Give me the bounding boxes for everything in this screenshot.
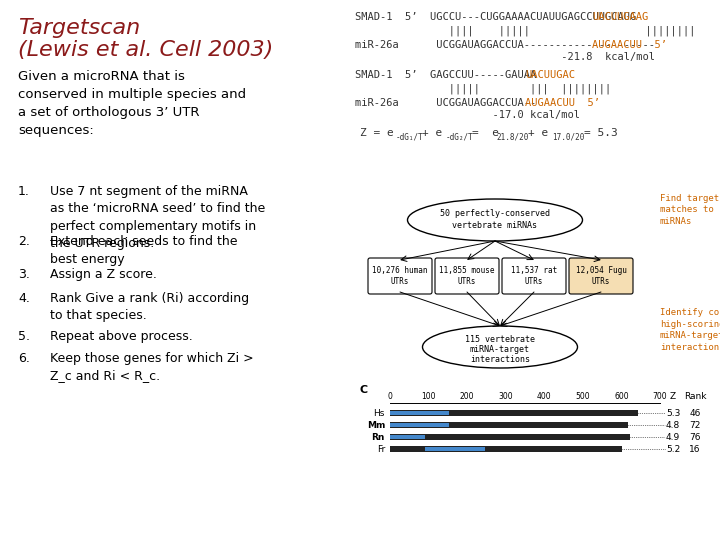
- Text: Use 7 nt segment of the miRNA
as the ‘microRNA seed’ to find the
perfect complem: Use 7 nt segment of the miRNA as the ‘mi…: [50, 185, 265, 251]
- Bar: [390, 434, 630, 440]
- Text: Rank: Rank: [684, 392, 706, 401]
- Text: =  e: = e: [472, 128, 499, 138]
- Text: Rank Give a rank (Ri) according
to that species.: Rank Give a rank (Ri) according to that …: [50, 292, 249, 322]
- Text: Assign a Z score.: Assign a Z score.: [50, 268, 157, 281]
- Text: -17.0 kcal/mol: -17.0 kcal/mol: [355, 110, 580, 120]
- Text: 600: 600: [614, 392, 629, 401]
- Text: 50 perfectly-conserved: 50 perfectly-conserved: [440, 210, 550, 219]
- Text: Hs: Hs: [374, 408, 385, 417]
- FancyBboxPatch shape: [569, 258, 633, 294]
- Text: miR-26a      UCGGAUAGGACCUA---------------------: miR-26a UCGGAUAGGACCUA------------------…: [355, 40, 655, 50]
- Text: Given a microRNA that is
conserved in multiple species and
a set of orthologous : Given a microRNA that is conserved in mu…: [18, 70, 246, 137]
- FancyBboxPatch shape: [502, 258, 566, 294]
- Text: (Lewis et al. Cell 2003): (Lewis et al. Cell 2003): [18, 40, 274, 60]
- Text: 4.9: 4.9: [666, 433, 680, 442]
- Text: 5.: 5.: [18, 330, 30, 343]
- Text: Keep those genes for which Zi >
Z_c and Ri < R_c.: Keep those genes for which Zi > Z_c and …: [50, 352, 253, 382]
- Text: Extend each seeds to find the
best energy: Extend each seeds to find the best energ…: [50, 235, 238, 266]
- Text: 5.2: 5.2: [666, 444, 680, 454]
- Bar: [390, 435, 425, 439]
- Text: 46: 46: [689, 408, 701, 417]
- Text: 1.: 1.: [18, 185, 30, 198]
- Bar: [390, 410, 639, 416]
- Text: miR-26a      UCGGAUAGGACCUA--: miR-26a UCGGAUAGGACCUA--: [355, 98, 536, 108]
- Text: 21.8/20: 21.8/20: [496, 132, 528, 141]
- Text: + e: + e: [422, 128, 442, 138]
- Text: 4.8: 4.8: [666, 421, 680, 429]
- Text: Mm: Mm: [366, 421, 385, 429]
- Text: + e: + e: [528, 128, 548, 138]
- Text: 115 vertebrate: 115 vertebrate: [465, 334, 535, 343]
- Text: UACUUGAC: UACUUGAC: [525, 70, 575, 80]
- Text: 700: 700: [653, 392, 667, 401]
- Text: 400: 400: [537, 392, 552, 401]
- Text: 11,855 mouse
UTRs: 11,855 mouse UTRs: [439, 266, 495, 286]
- Text: |||||        |||  ||||||||: ||||| ||| ||||||||: [355, 84, 611, 94]
- Text: 3.: 3.: [18, 268, 30, 281]
- Text: Identify conserved,
high-scoring
miRNA-target
interactions: Identify conserved, high-scoring miRNA-t…: [660, 308, 720, 352]
- Text: 300: 300: [498, 392, 513, 401]
- Text: 5.3: 5.3: [666, 408, 680, 417]
- Text: 4.: 4.: [18, 292, 30, 305]
- Text: interactions: interactions: [470, 354, 530, 363]
- Text: Rn: Rn: [372, 433, 385, 442]
- Text: C: C: [360, 385, 368, 395]
- Text: Fr: Fr: [377, 444, 385, 454]
- Text: 200: 200: [460, 392, 474, 401]
- Text: 16: 16: [689, 444, 701, 454]
- Text: 0: 0: [387, 392, 392, 401]
- Text: 12,054 Fugu
UTRs: 12,054 Fugu UTRs: [575, 266, 626, 286]
- Bar: [425, 447, 485, 451]
- Text: Targetscan: Targetscan: [18, 18, 140, 38]
- Text: = 5.3: = 5.3: [584, 128, 618, 138]
- Text: UACUUGAAG: UACUUGAAG: [592, 12, 648, 22]
- Text: 6.: 6.: [18, 352, 30, 365]
- Text: 11,537 rat
UTRs: 11,537 rat UTRs: [511, 266, 557, 286]
- Text: 100: 100: [421, 392, 436, 401]
- Text: 17.0/20: 17.0/20: [552, 132, 585, 141]
- FancyBboxPatch shape: [435, 258, 499, 294]
- Text: miRNA-target: miRNA-target: [470, 345, 530, 354]
- Text: 76: 76: [689, 433, 701, 442]
- Text: -dG₁/T: -dG₁/T: [396, 132, 424, 141]
- Text: 72: 72: [689, 421, 701, 429]
- Text: Z = e: Z = e: [360, 128, 394, 138]
- FancyBboxPatch shape: [368, 258, 432, 294]
- Text: SMAD-1  5’  UGCCU---CUGGAAAACUAUUGAGCCUUGCAUG: SMAD-1 5’ UGCCU---CUGGAAAACUAUUGAGCCUUGC…: [355, 12, 636, 22]
- Text: Repeat above process.: Repeat above process.: [50, 330, 193, 343]
- Text: 2.: 2.: [18, 235, 30, 248]
- Bar: [390, 423, 449, 427]
- Text: ||||    |||||: |||| |||||: [355, 26, 530, 37]
- Text: Z: Z: [670, 392, 676, 401]
- Text: 500: 500: [575, 392, 590, 401]
- Text: -21.8  kcal/mol: -21.8 kcal/mol: [355, 52, 655, 62]
- Text: ||||||||: ||||||||: [558, 26, 696, 37]
- Text: 10,276 human
UTRs: 10,276 human UTRs: [372, 266, 428, 286]
- Text: AUGAACUU  5’: AUGAACUU 5’: [525, 98, 600, 108]
- Text: Find target
matches to
miRNAs: Find target matches to miRNAs: [660, 194, 719, 226]
- Text: vertebrate miRNAs: vertebrate miRNAs: [452, 221, 538, 231]
- Text: AUGAACUU  5’: AUGAACUU 5’: [592, 40, 667, 50]
- Bar: [390, 446, 622, 452]
- Bar: [390, 411, 449, 415]
- Text: -dG₂/T: -dG₂/T: [446, 132, 474, 141]
- Text: SMAD-1  5’  GAGCCUU-----GAUAA: SMAD-1 5’ GAGCCUU-----GAUAA: [355, 70, 536, 80]
- Bar: [390, 422, 628, 428]
